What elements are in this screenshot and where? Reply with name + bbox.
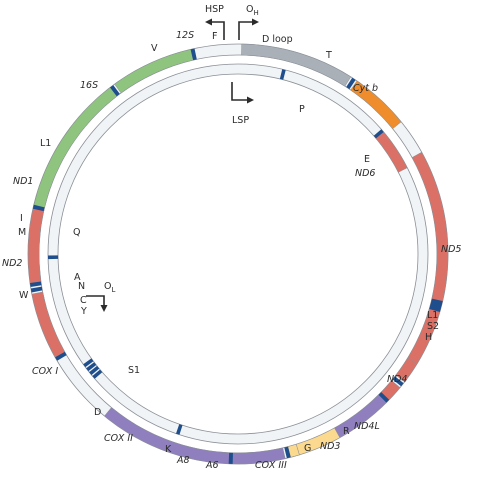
trna-marker-t: [346, 77, 356, 90]
trna-marker-e: [373, 129, 384, 139]
trna-markers: [30, 48, 443, 464]
trna-label-a: A: [74, 272, 81, 283]
trna-marker-g: [378, 392, 390, 403]
trna-label-h: H: [425, 332, 432, 343]
trna-marker-y: [92, 369, 103, 379]
trna-marker-h: [429, 305, 441, 313]
ol-label: OL: [104, 281, 115, 294]
ol-arrow: [86, 295, 108, 312]
label-nd1: ND1: [13, 176, 33, 187]
gene-segment-cyt-b: [350, 80, 402, 130]
trna-label-w: W: [19, 290, 29, 301]
trna-marker-a: [83, 358, 94, 368]
label-cox1: COX I: [32, 366, 58, 377]
trna-label-y: Y: [80, 306, 87, 317]
trna-label-q: Q: [73, 227, 80, 238]
oh-label-sub: H: [253, 9, 258, 17]
hsp-arrow: [205, 18, 225, 40]
trna-marker-w: [55, 351, 67, 361]
ol-label-sub: L: [111, 286, 115, 294]
trna-label-f: F: [212, 31, 217, 42]
hsp-label: HSP: [205, 4, 224, 15]
label-a8: A8: [176, 455, 190, 466]
gene-segment-a8: [287, 443, 300, 458]
trna-marker-s1: [175, 424, 183, 435]
label-nd5: ND5: [441, 244, 461, 255]
trna-marker-p: [279, 69, 286, 80]
trna-marker-k: [284, 446, 291, 459]
lsp-label: LSP: [232, 115, 249, 126]
trna-marker-f: [190, 48, 197, 61]
trna-label-c: C: [80, 295, 87, 306]
oh-label: OH: [246, 4, 259, 17]
trna-marker-i: [30, 286, 43, 293]
trna-label-k: K: [165, 444, 172, 455]
trna-marker-d: [228, 452, 233, 464]
trna-marker-n: [86, 362, 97, 372]
oh-label-main: O: [246, 4, 253, 15]
label-nd4l: ND4L: [354, 421, 380, 432]
trna-label-t: T: [325, 50, 332, 61]
label-nd2: ND2: [2, 258, 22, 269]
trna-label-d: D: [94, 407, 101, 418]
trna-label-r: R: [343, 426, 350, 437]
gene-segment-nd4l: [395, 357, 418, 383]
label-cox2: COX II: [104, 433, 133, 444]
label-nd4: ND4: [387, 374, 407, 385]
trna-label-p: P: [299, 104, 305, 115]
label-12s: 12S: [176, 30, 194, 41]
oh-arrow: [238, 18, 259, 40]
trna-label-s2: S2: [427, 321, 439, 332]
gene-segment-d-loop: [241, 43, 352, 87]
trna-marker-r: [392, 376, 404, 387]
trna-label-l1-lower: L1: [427, 310, 438, 321]
gene-segment-nd2: [31, 291, 66, 358]
label-cytb: Cyt b: [353, 83, 378, 94]
ol-label-main: O: [104, 281, 111, 292]
trna-label-g: G: [304, 443, 311, 454]
trna-marker-q: [48, 255, 59, 260]
trna-marker-l1: [32, 204, 45, 212]
trna-marker-m: [30, 281, 42, 288]
label-nd3: ND3: [320, 441, 340, 452]
trna-label-v: V: [151, 43, 158, 54]
trna-marker-l1: [431, 298, 443, 305]
lsp-arrow: [231, 82, 254, 104]
trna-label-l1-upper: L1: [40, 138, 51, 149]
label-a6: A6: [205, 460, 219, 471]
gene-segment-nd6: [375, 131, 408, 173]
label-d-loop: D loop: [262, 34, 293, 45]
trna-marker-s2: [430, 301, 442, 309]
trna-label-e: E: [364, 154, 370, 165]
trna-label-m: M: [18, 227, 26, 238]
promoter-origin-arrows: [86, 18, 259, 312]
label-nd6: ND6: [355, 168, 375, 179]
light-strand-ring: [47, 63, 429, 445]
label-cox3: COX III: [255, 460, 287, 471]
label-16s: 16S: [80, 80, 98, 91]
trna-label-i: I: [20, 213, 23, 224]
trna-label-s1: S1: [128, 365, 140, 376]
trna-marker-c: [89, 365, 100, 375]
gene-segment-cox-i: [104, 407, 232, 465]
trna-marker-v: [110, 85, 120, 97]
trna-label-n: N: [78, 281, 85, 292]
gene-segment-nd1: [27, 206, 45, 284]
